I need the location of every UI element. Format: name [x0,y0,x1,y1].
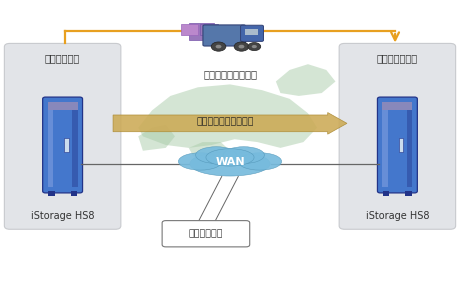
Polygon shape [138,125,174,151]
Polygon shape [138,84,316,148]
Polygon shape [275,64,335,96]
Text: レプリケーション量少: レプリケーション量少 [196,118,254,127]
Bar [381,103,387,187]
Ellipse shape [206,149,253,166]
Text: メインサイト: メインサイト [45,53,80,64]
Ellipse shape [190,151,269,176]
FancyBboxPatch shape [202,25,245,46]
FancyBboxPatch shape [240,25,263,41]
Bar [404,191,411,196]
Polygon shape [188,142,230,157]
FancyBboxPatch shape [43,97,82,193]
Text: 低速回線で可: 低速回線で可 [188,229,223,238]
Bar [200,24,217,35]
Bar [71,191,77,196]
Bar [398,138,403,152]
Bar [382,191,388,196]
Circle shape [247,43,260,51]
Bar [244,29,257,35]
Text: iStorage HS8: iStorage HS8 [365,211,428,221]
Text: 盗難・紛失のリスク: 盗難・紛失のリスク [202,69,257,79]
Circle shape [211,42,225,51]
Ellipse shape [237,153,281,170]
FancyBboxPatch shape [4,44,121,229]
Text: iStorage HS8: iStorage HS8 [31,211,94,221]
Bar [64,138,68,152]
FancyBboxPatch shape [377,97,416,193]
Text: リモートサイト: リモートサイト [376,53,417,64]
Bar [48,103,53,187]
Circle shape [234,42,248,51]
Bar [381,102,411,110]
Text: WAN: WAN [215,157,244,167]
Circle shape [251,45,256,48]
Bar [48,102,78,110]
Bar [188,23,213,40]
Bar [406,103,411,187]
Bar [48,191,55,196]
Circle shape [215,45,221,48]
Bar [72,103,78,187]
FancyBboxPatch shape [338,44,455,229]
FancyArrow shape [113,113,346,134]
Ellipse shape [223,147,264,164]
Ellipse shape [195,147,236,164]
FancyBboxPatch shape [162,221,249,247]
Ellipse shape [178,153,222,170]
Circle shape [238,45,244,48]
Bar [180,24,198,35]
